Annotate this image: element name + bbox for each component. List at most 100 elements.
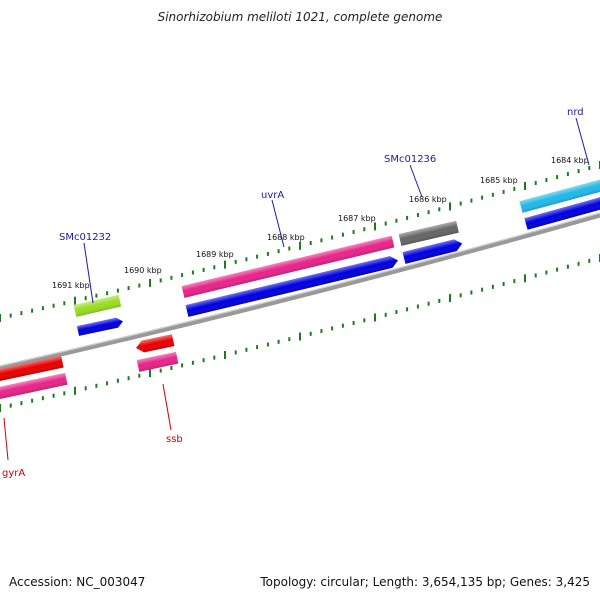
upper-minor-tick — [545, 178, 548, 182]
lower-major-tick — [449, 294, 451, 303]
gene-label-gyrA: gyrA — [2, 468, 25, 479]
map-title: Sinorhizobium meliloti 1021, complete ge… — [157, 10, 443, 24]
lower-major-tick — [74, 386, 76, 395]
upper-minor-tick — [491, 192, 494, 197]
feature-cyan-nrd[interactable] — [519, 177, 600, 213]
forward-arrow-icon[interactable] — [76, 317, 124, 336]
lower-minor-tick — [41, 396, 44, 401]
upper-minor-tick — [95, 293, 98, 298]
lower-minor-tick — [63, 391, 66, 396]
reverse-arrow-icon[interactable] — [0, 355, 64, 383]
forward-arrow-icon[interactable] — [524, 192, 600, 230]
forward-arrow-icon[interactable] — [185, 255, 400, 317]
upper-minor-tick — [84, 296, 87, 301]
upper-minor-tick — [127, 286, 130, 291]
accession-text: Accession: NC_003047 — [9, 575, 146, 589]
lower-minor-tick — [331, 326, 334, 331]
feature-pink-gyrA[interactable] — [0, 372, 68, 401]
lower-minor-tick — [191, 360, 194, 365]
gene-labels: SMc01232 uvrA SMc01236 nrd ssb gyrA — [2, 107, 584, 479]
upper-minor-tick — [181, 273, 184, 278]
lower-minor-tick — [245, 347, 248, 352]
upper-minor-tick — [52, 303, 55, 308]
upper-minor-tick — [416, 213, 419, 217]
feature-pink-ssb[interactable] — [136, 351, 179, 372]
upper-minor-tick — [277, 249, 280, 254]
lower-minor-tick — [502, 282, 505, 286]
lower-minor-tick — [31, 398, 34, 403]
feature-gray-SMc01236[interactable] — [398, 220, 459, 246]
upper-minor-tick — [556, 175, 559, 180]
lower-minor-tick — [320, 329, 323, 334]
lower-minor-tick — [159, 368, 162, 373]
lower-major-tick — [299, 332, 301, 341]
upper-minor-tick — [191, 270, 194, 275]
lower-minor-tick — [491, 284, 494, 289]
lower-minor-tick — [84, 386, 87, 391]
upper-minor-tick — [406, 215, 409, 220]
upper-minor-tick — [63, 301, 66, 306]
lower-minor-tick — [116, 378, 119, 383]
lower-minor-tick — [545, 270, 548, 275]
upper-minor-tick — [213, 265, 216, 270]
upper-minor-tick — [331, 235, 334, 240]
upper-minor-tick — [588, 166, 591, 170]
upper-major-tick — [74, 296, 76, 305]
lower-scale-track — [0, 254, 600, 412]
upper-minor-tick — [106, 291, 109, 296]
upper-minor-tick — [577, 169, 580, 173]
genome-backbone — [0, 212, 600, 371]
scale-label-1686: 1686 kbp — [409, 195, 447, 204]
upper-scale-track — [0, 161, 600, 322]
lower-minor-tick — [256, 345, 259, 350]
lower-minor-tick — [181, 363, 184, 368]
lower-minor-tick — [427, 301, 430, 306]
upper-major-tick — [224, 260, 226, 269]
lower-minor-tick — [566, 264, 569, 269]
upper-minor-tick — [513, 186, 516, 191]
scale-label-1685: 1685 kbp — [480, 176, 518, 185]
lower-minor-tick — [234, 350, 237, 355]
lower-minor-tick — [9, 403, 12, 408]
lower-minor-tick — [556, 267, 559, 272]
upper-major-tick — [149, 278, 151, 287]
lower-minor-tick — [438, 298, 441, 303]
lower-minor-tick — [384, 312, 387, 317]
upper-minor-tick — [320, 238, 323, 243]
gene-label-ssb: ssb — [166, 434, 183, 445]
upper-minor-tick — [384, 221, 387, 226]
upper-major-tick — [524, 182, 526, 190]
feature-lime-SMc01232[interactable] — [73, 294, 122, 317]
forward-arrow-icon[interactable] — [402, 238, 464, 264]
upper-major-tick — [0, 314, 1, 322]
lower-major-tick — [224, 351, 226, 359]
scale-label-1691: 1691 kbp — [52, 281, 90, 290]
genome-summary-text: Topology: circular; Length: 3,654,135 bp… — [260, 575, 590, 589]
upper-minor-tick — [202, 267, 205, 272]
upper-minor-tick — [138, 283, 141, 288]
feature-pink-uvrA[interactable] — [181, 235, 395, 298]
lower-minor-tick — [513, 279, 516, 284]
lower-minor-tick — [106, 381, 109, 386]
upper-minor-tick — [31, 308, 34, 313]
lower-minor-tick — [309, 331, 312, 336]
scale-label-1684: 1684 kbp — [551, 156, 589, 165]
gene-label-SMc01232: SMc01232 — [59, 232, 111, 243]
upper-minor-tick — [41, 306, 44, 311]
scale-labels: 1691 kbp 1690 kbp 1689 kbp 1688 kbp 1687… — [52, 156, 589, 290]
lower-minor-tick — [459, 293, 462, 298]
lower-minor-tick — [213, 355, 216, 360]
lower-minor-tick — [288, 337, 291, 342]
upper-minor-tick — [256, 254, 259, 259]
upper-minor-tick — [395, 218, 398, 223]
upper-minor-tick — [9, 313, 12, 318]
reverse-arrow-icon[interactable] — [135, 334, 175, 354]
lower-minor-tick — [127, 376, 130, 381]
upper-major-tick — [449, 202, 451, 211]
upper-minor-tick — [470, 198, 473, 203]
lower-major-tick — [0, 404, 1, 412]
upper-minor-tick — [341, 232, 344, 237]
upper-minor-tick — [234, 259, 237, 264]
